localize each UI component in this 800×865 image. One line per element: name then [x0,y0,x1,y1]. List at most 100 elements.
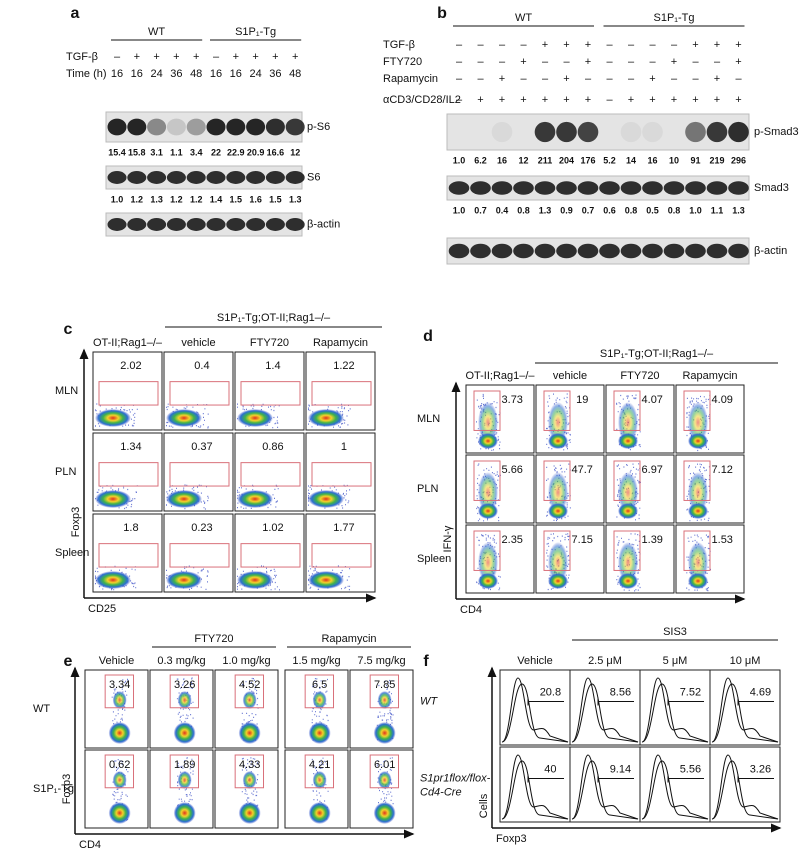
gate-percent: 1.34 [120,441,141,453]
gate-percent: 20.8 [540,686,561,698]
band-quant: 15.8 [128,147,146,157]
lane-cell: – [628,56,635,68]
population [238,802,261,824]
panel-label: b [437,5,447,22]
row-label: Cd4-Cre [420,786,462,798]
gate [169,462,230,487]
histogram [571,683,639,743]
lane-cell: + [520,56,526,68]
gate [683,530,711,571]
group-label: WT [148,26,165,38]
lane-cell: + [692,94,698,106]
gate-percent: 7.52 [680,686,701,698]
population [95,409,131,427]
gate [473,460,501,501]
lane-cell: – [563,56,570,68]
band [107,118,127,136]
population [108,802,131,824]
population [373,722,396,744]
population [688,402,708,443]
gate-percent: 4.52 [239,679,260,691]
panel-label: c [64,321,73,338]
row-label: WT [420,695,438,707]
lane-cell: + [193,51,199,63]
lane-cell: – [542,56,549,68]
band [285,218,305,231]
lane-cell: + [499,94,505,106]
gate-percent: 4.09 [712,394,733,406]
gate [304,754,335,789]
population [308,802,331,824]
column-header: 5 μM [663,655,688,667]
gate-percent: 19 [576,394,588,406]
lane-cell: + [585,94,591,106]
lane-cell: + [542,94,548,106]
band [470,243,491,259]
gate [613,390,641,431]
gate [234,674,265,709]
population [177,691,192,709]
band-quant: 0.8 [517,205,530,215]
gate-percent: 2.35 [502,534,523,546]
lane-cell: – [606,56,613,68]
column-header: OT-II;Rag1–/– [465,370,535,382]
band [728,181,749,195]
band [166,171,186,184]
histogram [711,754,779,820]
band [685,243,706,259]
population [308,571,344,589]
panel-label: a [71,5,80,22]
lane-cell: – [606,39,613,51]
population [166,490,202,508]
band [246,118,266,136]
gate [304,674,335,709]
column-header: 1.5 mg/kg [292,655,340,667]
gate-percent: 4.07 [642,394,663,406]
lane-cell: – [671,39,678,51]
gate-percent: 7.15 [572,534,593,546]
population [688,503,708,519]
lane-cell: – [649,39,656,51]
gate [234,754,265,789]
lane-cell: + [292,51,298,63]
band [265,118,285,136]
gate [169,674,200,709]
lane-cell: – [606,73,613,85]
band-quant: 12 [518,155,528,165]
lane-cell: + [563,39,569,51]
band-quant: 1.2 [131,194,144,204]
population [478,402,498,443]
lane-cell: + [153,51,159,63]
band-quant: 1.0 [689,205,702,215]
band-quant: 22.9 [227,147,245,157]
histogram [501,754,569,820]
gate [543,460,571,501]
band [448,181,470,195]
column-header: vehicle [553,370,587,382]
gate-percent: 1.8 [123,522,138,534]
band [265,218,285,231]
gate [311,543,372,568]
lane-cell: + [477,94,483,106]
histogram [711,677,779,743]
group-label: S1P₁-Tg [653,12,694,24]
column-group-header: SIS3 [663,626,687,638]
lane-cell: – [499,56,506,68]
band-quant: 12 [290,147,300,157]
lane-cell: + [233,51,239,63]
band [226,171,246,184]
histogram [711,683,779,743]
gate-percent: 0.86 [262,441,283,453]
gate [369,674,400,709]
band [246,218,266,231]
gate-percent: 7.85 [374,679,395,691]
population [478,503,498,519]
band [599,243,620,259]
gate-percent: 0.37 [191,441,212,453]
gate [543,390,571,431]
band-quant: 1.2 [190,194,203,204]
x-axis-label: CD4 [460,604,482,616]
lane-cell: – [456,73,463,85]
population [548,433,568,449]
band [147,171,167,184]
